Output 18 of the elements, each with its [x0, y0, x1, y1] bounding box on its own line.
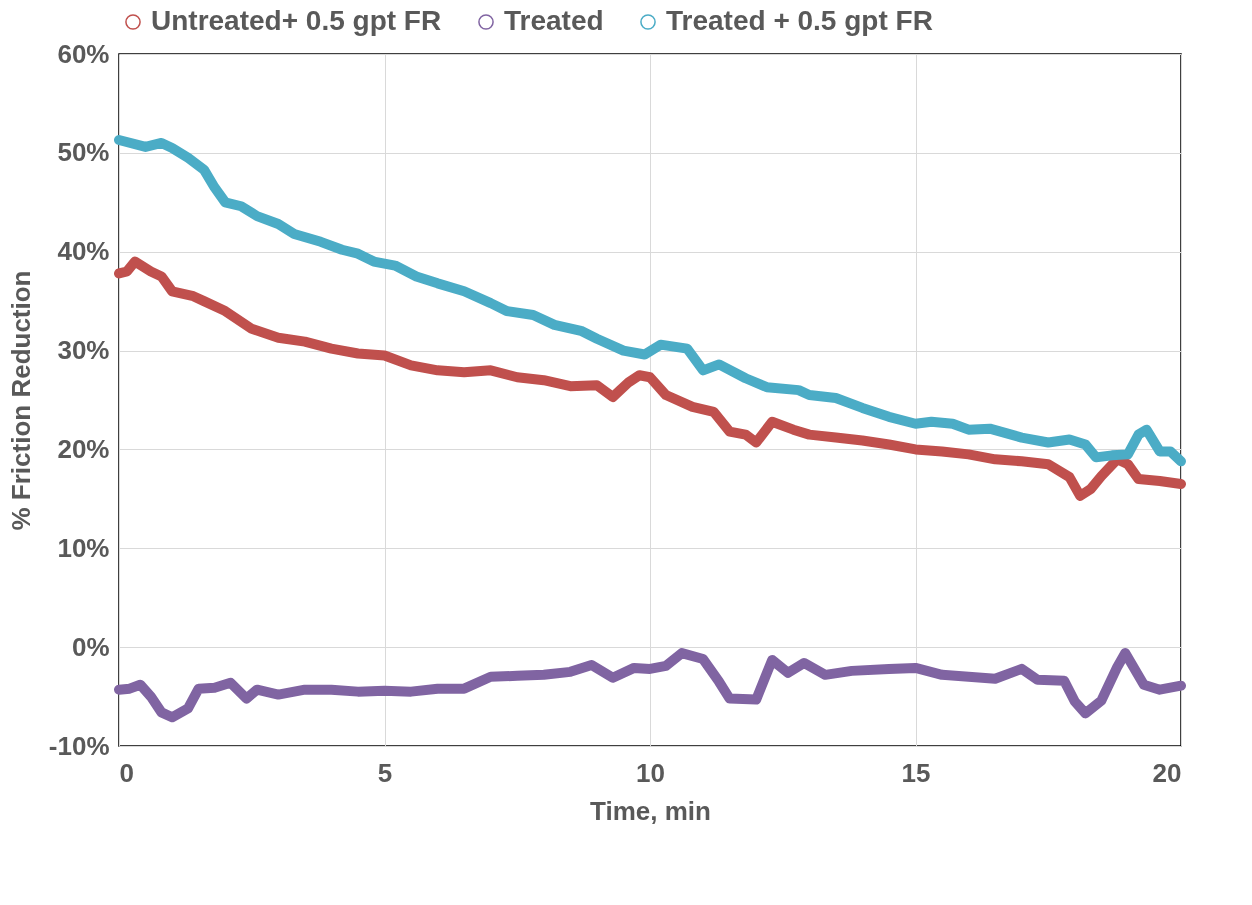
y-tick-label: -10%: [48, 730, 110, 761]
x-tick-label: 20: [1152, 757, 1182, 788]
y-tick-label: 10%: [57, 532, 110, 563]
legend-label: Treated + 0.5 gpt FR: [666, 5, 933, 36]
legend-label: Treated: [504, 5, 604, 36]
y-tick-label: 40%: [57, 236, 110, 267]
x-tick-label: 15: [901, 757, 931, 788]
x-tick-label: 5: [377, 757, 393, 788]
legend-label: Untreated+ 0.5 gpt FR: [151, 5, 442, 36]
x-axis-title: Time, min: [590, 795, 711, 826]
y-axis-title: % Friction Reduction: [5, 270, 36, 531]
y-tick-label: 30%: [57, 335, 110, 366]
y-tick-label: 50%: [57, 137, 110, 168]
x-tick-label: 0: [119, 757, 134, 788]
y-tick-label: 0%: [71, 631, 110, 662]
y-tick-label: 60%: [57, 38, 110, 69]
y-tick-label: 20%: [57, 433, 110, 464]
x-tick-label: 10: [636, 757, 665, 788]
